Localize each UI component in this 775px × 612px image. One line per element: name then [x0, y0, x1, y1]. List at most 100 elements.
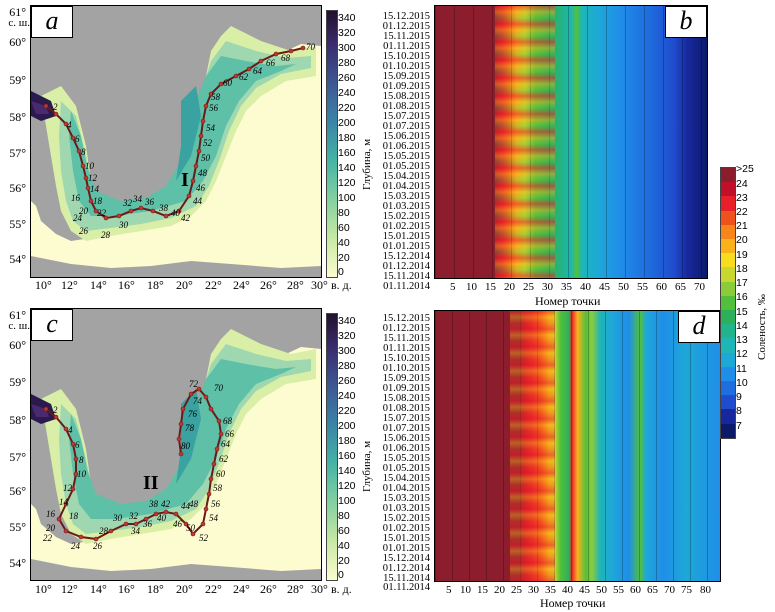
svg-text:30: 30: [112, 513, 123, 523]
svg-text:6: 6: [75, 440, 80, 450]
svg-text:54: 54: [209, 513, 219, 523]
salinity-color-segment: [721, 267, 735, 282]
svg-text:46: 46: [173, 519, 183, 529]
panel-d-grid: [435, 311, 720, 581]
svg-text:68: 68: [223, 416, 233, 426]
lon-label: 12°: [61, 278, 78, 292]
svg-text:52: 52: [199, 533, 209, 543]
salinity-color-segment: [721, 239, 735, 254]
svg-text:22: 22: [43, 533, 53, 543]
lat-label: 58°: [9, 110, 26, 124]
svg-text:8: 8: [79, 455, 84, 465]
lon-unit: в. д.: [331, 582, 352, 596]
svg-text:14: 14: [59, 497, 69, 507]
svg-text:28: 28: [99, 526, 109, 536]
lon-unit: в. д.: [331, 278, 352, 292]
svg-text:76: 76: [188, 409, 198, 419]
svg-text:50: 50: [201, 153, 211, 163]
lat-label: 59°: [9, 73, 26, 87]
svg-text:80: 80: [181, 441, 191, 451]
svg-text:64: 64: [253, 66, 263, 76]
lat-label: 56°: [9, 484, 26, 498]
svg-text:26: 26: [79, 226, 89, 236]
svg-text:34: 34: [130, 526, 141, 536]
lon-label: 18°: [147, 278, 164, 292]
svg-text:28: 28: [101, 230, 111, 240]
svg-text:42: 42: [161, 499, 171, 509]
salinity-color-segment: [721, 168, 735, 183]
svg-text:26: 26: [93, 541, 103, 551]
lat-label: 59°: [9, 375, 26, 389]
svg-text:44: 44: [193, 196, 203, 206]
depth-colorbar-a: [326, 10, 338, 278]
hovmoller-panel-d: d: [434, 310, 721, 582]
svg-text:48: 48: [198, 168, 208, 178]
lon-label: 16°: [118, 582, 135, 596]
lon-label: 26°: [260, 278, 277, 292]
salinity-color-segment: [721, 210, 735, 225]
svg-text:30: 30: [118, 220, 129, 230]
salinity-color-segment: [721, 366, 735, 382]
svg-text:74: 74: [193, 396, 203, 406]
svg-text:58: 58: [213, 483, 223, 493]
salinity-color-segment: [721, 281, 735, 296]
panel-label-d: d: [678, 311, 720, 343]
svg-text:62: 62: [239, 72, 249, 82]
svg-text:2: 2: [53, 405, 58, 415]
svg-text:2: 2: [53, 102, 58, 112]
lat-label: 57°: [9, 450, 26, 464]
svg-text:4: 4: [68, 425, 73, 435]
svg-text:70: 70: [306, 42, 316, 52]
lon-label: 28°: [287, 278, 304, 292]
svg-text:18: 18: [93, 196, 103, 206]
svg-text:22: 22: [97, 208, 107, 218]
svg-text:32: 32: [122, 198, 133, 208]
salinity-color-segment: [721, 338, 735, 353]
lat-label: 55°: [9, 520, 26, 534]
salinity-color-segment: [721, 310, 735, 325]
panel-label-c: c: [31, 309, 73, 341]
svg-text:20: 20: [46, 523, 56, 533]
svg-text:40: 40: [157, 513, 167, 523]
svg-text:16: 16: [46, 509, 56, 519]
panel-b-seasonal: [495, 6, 555, 278]
lat-label: 58°: [9, 413, 26, 427]
lon-label: 20°: [176, 278, 193, 292]
svg-text:36: 36: [142, 519, 153, 529]
svg-text:34: 34: [132, 194, 143, 204]
panel-label-a: a: [31, 6, 73, 38]
lat-unit: с. ш.: [8, 320, 30, 332]
salinity-color-segment: [721, 253, 735, 268]
svg-text:68: 68: [281, 53, 291, 63]
svg-text:38: 38: [158, 203, 169, 213]
svg-text:4: 4: [67, 120, 72, 130]
svg-text:12: 12: [88, 173, 98, 183]
hovmoller-panel-b: b: [434, 5, 708, 279]
svg-text:56: 56: [211, 499, 221, 509]
svg-text:70: 70: [214, 383, 224, 393]
svg-text:38: 38: [148, 499, 159, 509]
svg-text:20: 20: [79, 206, 89, 216]
lat-unit: с. ш.: [8, 17, 30, 29]
svg-text:48: 48: [189, 499, 199, 509]
svg-text:36: 36: [144, 197, 155, 207]
lat-label: 55°: [9, 217, 26, 231]
svg-text:52: 52: [203, 138, 213, 148]
lon-label: 14°: [90, 278, 107, 292]
svg-text:78: 78: [185, 423, 195, 433]
transect-c-roman: II: [143, 472, 159, 494]
lon-label: 12°: [61, 582, 78, 596]
salinity-color-segment: [721, 224, 735, 240]
svg-text:32: 32: [128, 511, 139, 521]
salinity-color-segment: [721, 352, 735, 367]
svg-text:24: 24: [73, 213, 83, 223]
lon-label: 28°: [287, 582, 304, 596]
x-label-d: Номер точки: [540, 596, 606, 610]
svg-text:60: 60: [223, 78, 233, 88]
depth-colorbar-c: [326, 313, 338, 581]
svg-text:42: 42: [181, 213, 191, 223]
panel-label-b: b: [665, 6, 707, 38]
lon-label: 14°: [90, 582, 107, 596]
